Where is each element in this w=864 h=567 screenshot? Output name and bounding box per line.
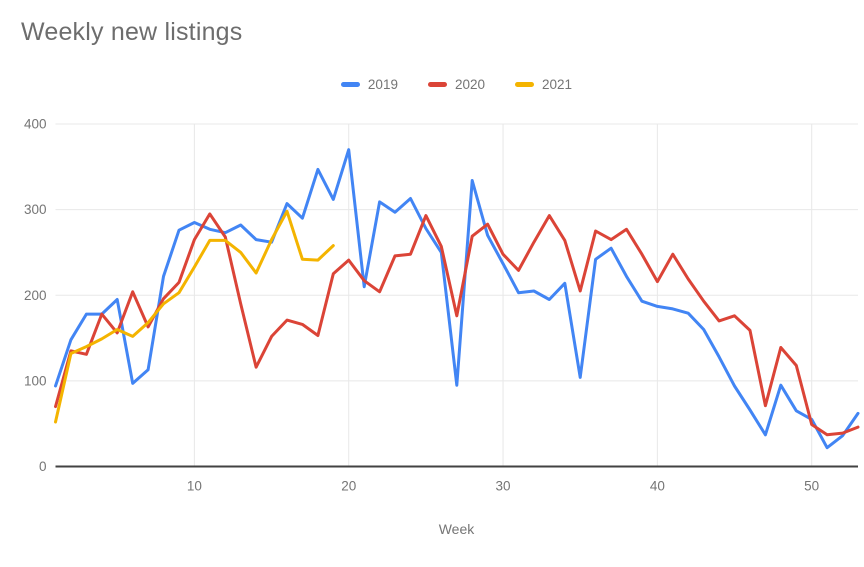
legend-swatch-2021-icon [515,81,535,87]
legend-item-2020[interactable]: 2020 [427,76,486,92]
y-tick-label-100: 100 [24,373,47,388]
x-tick-label-40: 40 [650,479,665,494]
legend-item-2021[interactable]: 2021 [515,77,572,92]
legend-item-2019[interactable]: 2019 [340,76,398,92]
x-tick-label-10: 10 [187,479,202,494]
y-tick-label-300: 300 [24,202,47,217]
legend-label-2019: 2019 [367,76,398,92]
y-tick-label-0: 0 [39,459,47,474]
legend: 2019 2020 2021 [55,75,858,93]
legend-swatch-2019-icon [340,81,360,87]
legend-swatch-2020-icon [427,81,447,87]
chart-title: Weekly new listings [21,18,243,46]
series-line-2020[interactable] [54,212,860,437]
x-tick-label-20: 20 [341,479,356,494]
legend-label-2020: 2020 [454,76,486,92]
y-tick-label-400: 400 [24,117,47,132]
y-tick-label-200: 200 [24,288,47,303]
series-line-2021[interactable] [54,209,335,424]
series-line-2019[interactable] [54,148,860,450]
x-tick-label-50: 50 [804,479,819,494]
legend-label-2021: 2021 [542,76,573,92]
x-axis-title: Week [438,521,475,537]
x-tick-label-30: 30 [496,479,511,494]
